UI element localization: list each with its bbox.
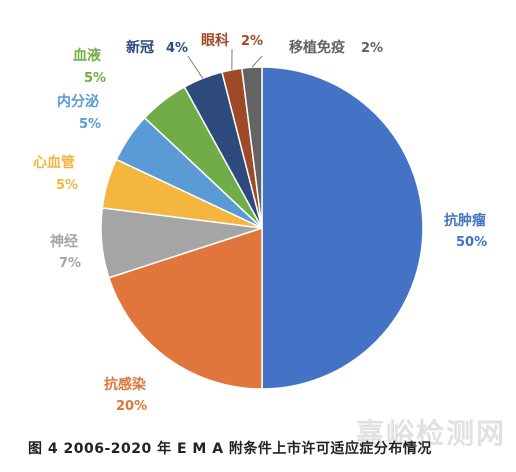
watermark: 嘉峪检测网 [356,417,507,450]
label-name-2: 神经 [50,233,78,250]
pie-slices [100,66,424,390]
label-name-7: 眼科 [201,32,229,49]
label-name-0: 抗肿瘤 [444,212,486,229]
label-name-1: 抗感染 [104,376,147,393]
label-value-6: 4% [166,41,188,56]
label-name-8: 移植免疫 [289,39,345,56]
label-value-7: 2% [241,34,263,49]
label-value-4: 5% [79,117,101,132]
label-name-5: 血液 [73,47,102,64]
label-value-0: 50% [456,235,487,250]
label-name-4: 内分泌 [57,93,99,110]
label-value-3: 5% [56,178,78,193]
leader-line-8 [251,55,263,68]
leader-line-6 [187,55,204,79]
label-value-8: 2% [361,41,383,56]
label-value-2: 7% [59,256,81,271]
pie-slice-8 [240,66,263,229]
leader-lines [187,48,263,79]
label-name-6: 新冠 [126,39,154,56]
label-value-5: 5% [84,71,106,86]
pie-slice-0 [261,66,424,390]
label-value-1: 20% [116,399,147,414]
figure-caption: 图 4 2006-2020 年 E M A 附条件上市许可适应症分布情况 [28,441,432,457]
label-name-3: 心血管 [33,154,75,171]
pie-slice-1 [107,226,263,390]
